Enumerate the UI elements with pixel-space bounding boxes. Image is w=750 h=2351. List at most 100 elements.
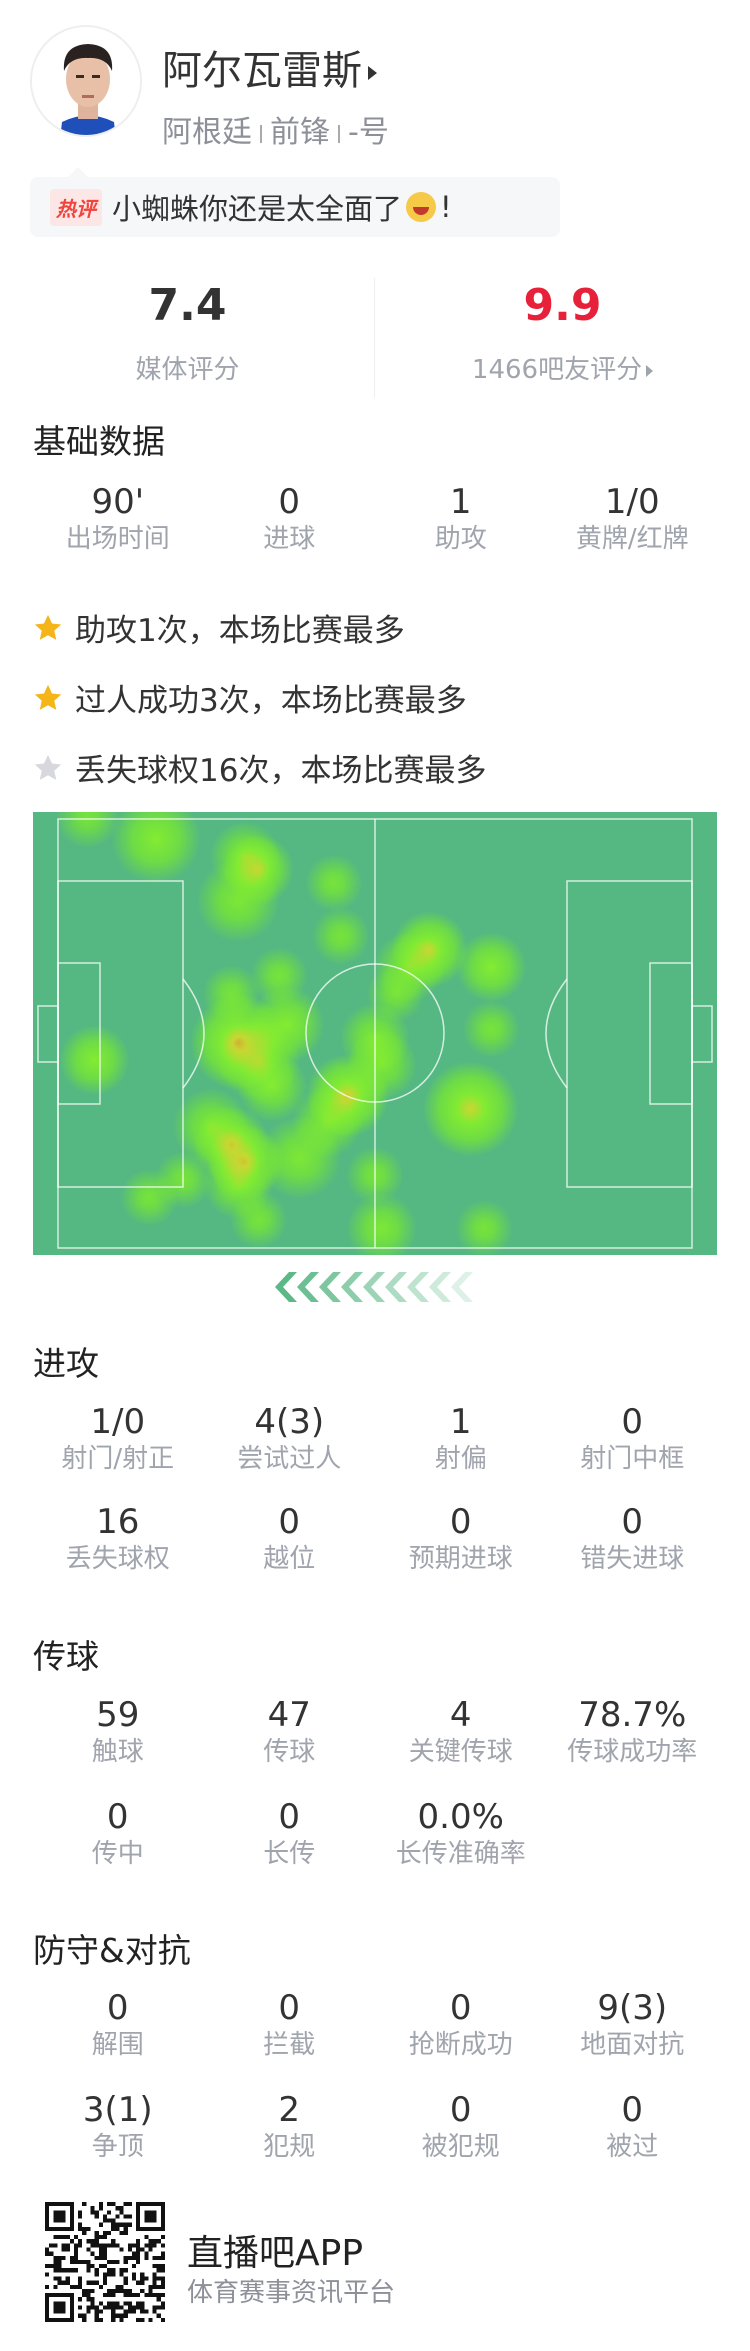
stat-cell: 4(3) 尝试过人 (204, 1402, 376, 1478)
stat-value: 0 (449, 1502, 472, 1542)
stat-value: 0 (621, 1502, 644, 1542)
star-icon (34, 684, 62, 710)
stat-label: 长传 (263, 1839, 316, 1869)
stat-cell: 3(1) 争顶 (32, 2090, 204, 2166)
section-title-passing: 传球 (33, 1637, 99, 1676)
divider (374, 278, 375, 398)
stat-cell: 78.7% 传球成功率 (547, 1695, 719, 1771)
stat-cell: 0 长传 (204, 1797, 376, 1873)
stat-label: 射偏 (434, 1444, 487, 1474)
chevron-left-icon (275, 1272, 297, 1302)
hot-comment[interactable]: 热评 小蜘蛛你还是太全面了 ! (30, 167, 560, 237)
stat-label: 拦截 (263, 2030, 316, 2060)
pitch-lines (37, 818, 713, 1249)
stat-cell: 0 射门中框 (547, 1402, 719, 1478)
attack-stats: 1/0 射门/射正 4(3) 尝试过人 1 射偏 0 射门中框 16 丢失球权 0 越位 0 预期进球 0 错… (32, 1402, 718, 1578)
app-tagline: 体育赛事资讯平台 (187, 2278, 396, 2308)
stat-label: 越位 (263, 1544, 316, 1574)
chevron-left-icon (407, 1272, 429, 1302)
qr-code (45, 2202, 165, 2322)
stat-cell: 1 助攻 (375, 482, 547, 558)
stat-value: 0 (106, 1988, 129, 2028)
fan-rating-value: 9.9 (523, 280, 602, 331)
stat-value: 4 (449, 1695, 472, 1735)
stat-cell: 90' 出场时间 (32, 482, 204, 558)
stat-label: 关键传球 (408, 1737, 513, 1767)
basic-stats: 90' 出场时间 0 进球 1 助攻 1/0 黄牌/红牌 (32, 482, 718, 558)
stat-value: 0.0% (417, 1797, 504, 1837)
stat-value: 3(1) (82, 2090, 153, 2130)
highlight-text: 助攻1次，本场比赛最多 (75, 613, 405, 649)
player-position: 前锋 (270, 115, 330, 150)
stat-cell: 0 错失进球 (547, 1502, 719, 1578)
hot-comment-tag: 热评 (50, 188, 102, 226)
stat-label: 预期进球 (408, 1544, 513, 1574)
media-rating-label: 媒体评分 (135, 355, 240, 385)
hot-comment-text: 小蜘蛛你还是太全面了 (112, 192, 403, 226)
stat-value: 0 (449, 1988, 472, 2028)
stat-label: 射门中框 (580, 1444, 685, 1474)
stat-label: 抢断成功 (408, 2030, 513, 2060)
highlight-item: 助攻1次，本场比赛最多 (33, 605, 405, 650)
player-name-link[interactable]: 阿尔瓦雷斯 (162, 38, 377, 96)
hot-comment-suffix: ! (440, 190, 452, 224)
stat-cell: 0 拦截 (204, 1988, 376, 2064)
caret-right-icon (646, 364, 654, 377)
stat-label: 长传准确率 (395, 1839, 526, 1869)
stat-value: 1/0 (604, 482, 660, 522)
stat-label: 出场时间 (65, 524, 170, 554)
stat-value: 0 (621, 1402, 644, 1442)
stat-value: 1 (449, 1402, 472, 1442)
stat-value: 4(3) (254, 1402, 325, 1442)
chevron-left-icon (297, 1272, 319, 1302)
stat-label: 进球 (263, 524, 316, 554)
app-name: 直播吧APP (187, 2233, 364, 2274)
stat-value: 59 (96, 1695, 140, 1735)
laughing-tears-emoji-icon (406, 192, 437, 222)
highlight-text: 丢失球权16次，本场比赛最多 (75, 753, 487, 789)
section-title-defense: 防守&对抗 (33, 1931, 191, 1970)
player-name: 阿尔瓦雷斯 (162, 48, 362, 94)
stat-value: 0 (278, 482, 301, 522)
stat-label: 传球 (263, 1737, 316, 1767)
divider (260, 124, 262, 143)
section-title-basic: 基础数据 (33, 422, 165, 461)
stat-value: 0 (621, 2090, 644, 2130)
stat-label: 地面对抗 (580, 2030, 685, 2060)
chevron-left-icon (385, 1272, 407, 1302)
highlight-text: 过人成功3次，本场比赛最多 (75, 683, 467, 719)
divider (338, 124, 340, 143)
highlight-item: 过人成功3次，本场比赛最多 (33, 675, 467, 720)
star-icon (34, 614, 62, 640)
stat-value: 0 (278, 1988, 301, 2028)
chevron-left-icon (341, 1272, 363, 1302)
stat-value: 0 (278, 1502, 301, 1542)
chevron-left-icon (429, 1272, 451, 1302)
player-avatar[interactable] (30, 25, 142, 137)
stat-value: 1 (449, 482, 472, 522)
stat-cell: 2 犯规 (204, 2090, 376, 2166)
stat-cell: 1/0 黄牌/红牌 (547, 482, 719, 558)
chevron-left-icon (319, 1272, 341, 1302)
media-rating: 7.4 媒体评分 (0, 280, 375, 386)
stat-cell: 0 进球 (204, 482, 376, 558)
stat-cell: 0 被犯规 (375, 2090, 547, 2166)
stat-label: 助攻 (434, 524, 487, 554)
stat-cell: 0 预期进球 (375, 1502, 547, 1578)
stat-label: 错失进球 (580, 1544, 685, 1574)
player-photo (32, 27, 140, 135)
stat-label: 触球 (91, 1737, 144, 1767)
stat-label: 尝试过人 (237, 1444, 342, 1474)
stat-value: 90' (91, 482, 145, 522)
section-title-attack: 进攻 (33, 1344, 99, 1383)
player-number: -号 (348, 115, 389, 150)
attack-direction-arrows (275, 1272, 473, 1302)
fan-rating[interactable]: 9.9 1466吧友评分 (375, 280, 750, 386)
passing-stats: 59 触球 47 传球 4 关键传球 78.7% 传球成功率 0 传中 0 长传 0.0% 长传准确率 (32, 1695, 718, 1873)
stat-cell: 0.0% 长传准确率 (375, 1797, 547, 1873)
stat-cell: 0 解围 (32, 1988, 204, 2064)
stat-value: 47 (267, 1695, 311, 1735)
heatmap-pitch (33, 812, 717, 1255)
stat-cell: 16 丢失球权 (32, 1502, 204, 1578)
stat-label: 传中 (91, 1839, 144, 1869)
